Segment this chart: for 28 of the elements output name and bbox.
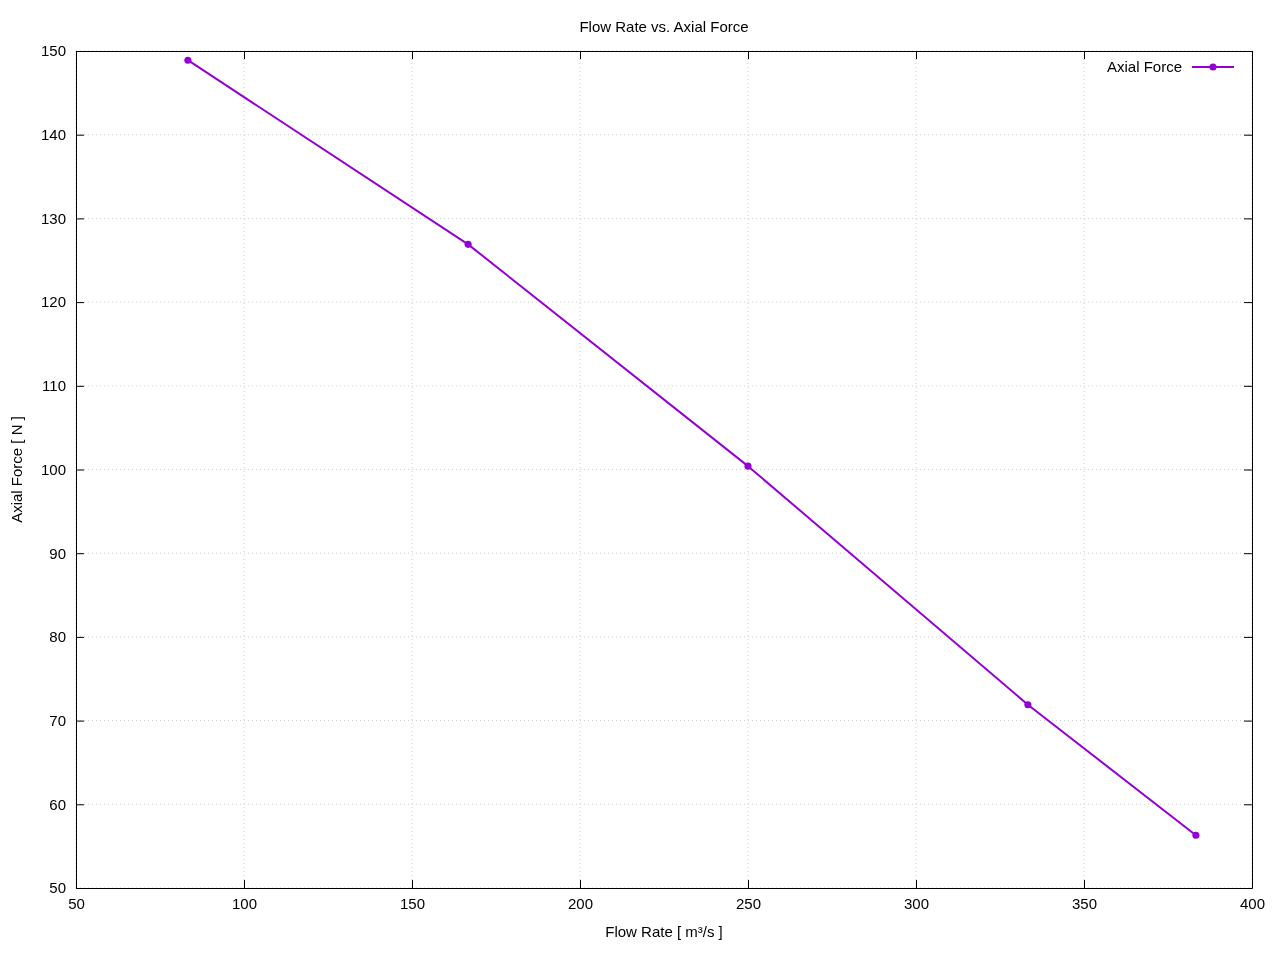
- x-tick-label: 100: [231, 894, 258, 912]
- x-tick-label: 400: [1239, 894, 1266, 912]
- y-tick-label: 60: [49, 795, 66, 813]
- chart-title: Flow Rate vs. Axial Force: [579, 18, 749, 35]
- y-axis-title: Axial Force [ N ]: [8, 416, 25, 523]
- x-tick-label: 200: [567, 894, 594, 912]
- y-tick-label: 90: [49, 544, 66, 562]
- y-tick-label: 70: [49, 711, 66, 729]
- y-tick-label: 150: [40, 42, 66, 60]
- x-axis-title: Flow Rate [ m³/s ]: [605, 923, 723, 940]
- y-tick-label: 130: [40, 209, 66, 227]
- point: [464, 240, 472, 248]
- x-tick-label: 350: [1071, 894, 1098, 912]
- point: [1192, 831, 1200, 839]
- y-tick-label: 100: [40, 460, 66, 478]
- y-tick-label: 80: [49, 628, 66, 646]
- y-tick-label: 50: [49, 879, 66, 897]
- x-tick-label: 50: [68, 894, 85, 912]
- x-tick-label: 250: [735, 894, 762, 912]
- x-tick-label: 150: [399, 894, 426, 912]
- point: [744, 462, 752, 470]
- point: [1024, 701, 1032, 709]
- point: [184, 56, 192, 64]
- x-tick-label: 300: [903, 894, 930, 912]
- y-tick-label: 120: [40, 293, 66, 311]
- y-tick-label: 140: [40, 126, 66, 143]
- legend-label: Axial Force: [1106, 58, 1182, 75]
- y-tick-label: 110: [42, 377, 66, 395]
